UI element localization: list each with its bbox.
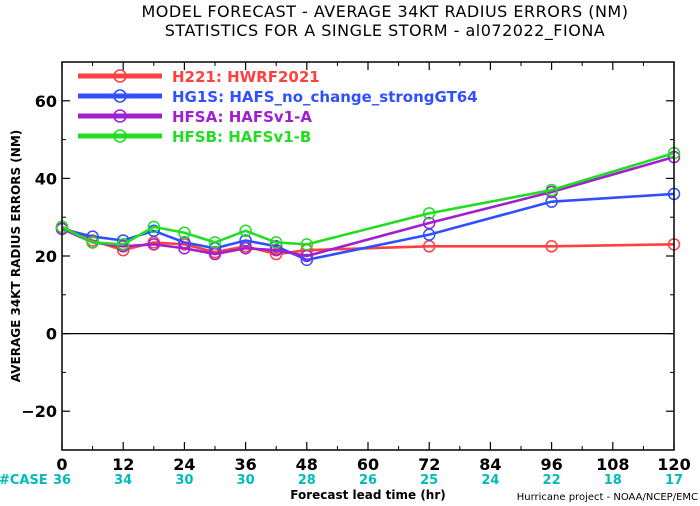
case-count: 28 <box>298 473 316 488</box>
case-label: #CASE <box>0 473 48 488</box>
series-point <box>300 238 314 251</box>
series-point <box>86 236 99 249</box>
legend-entry: HFSB: HAFSv1-B <box>172 128 311 146</box>
y-axis: −20 0 20 40 60 <box>21 92 674 421</box>
case-count: 30 <box>237 473 255 488</box>
series-point <box>239 234 252 247</box>
case-count: 30 <box>175 473 193 488</box>
case-count: 34 <box>114 473 132 488</box>
legend-swatch-marker <box>113 89 127 103</box>
series-point <box>208 236 222 249</box>
legend-swatch-marker <box>113 69 127 83</box>
series-point <box>178 241 191 255</box>
series-point <box>239 224 252 238</box>
x-tick-label: 96 <box>540 455 562 474</box>
case-count-row: 36 34 30 30 28 26 25 24 22 18 17 <box>53 473 683 488</box>
series-point <box>147 220 161 234</box>
case-count: 22 <box>543 473 561 488</box>
series-point <box>545 183 558 197</box>
chart-subtitle: STATISTICS FOR A SINGLE STORM - al072022… <box>165 21 605 41</box>
chart-title: MODEL FORECAST - AVERAGE 34KT RADIUS ERR… <box>142 2 629 21</box>
case-count: 25 <box>420 473 438 488</box>
series-point <box>239 241 252 255</box>
case-count: 17 <box>665 473 683 488</box>
legend: H221: HWRF2021 HG1S: HAFS_no_change_stron… <box>78 68 478 146</box>
series-point <box>422 216 436 230</box>
series-point <box>269 240 283 253</box>
x-tick-label: 120 <box>657 455 690 474</box>
series-point <box>116 238 130 251</box>
x-tick-label: 24 <box>173 455 195 474</box>
x-tick-label: 36 <box>234 455 256 474</box>
series-point <box>269 243 283 257</box>
x-tick-label: 72 <box>418 455 440 474</box>
x-tick-label: 84 <box>479 455 501 474</box>
legend-swatch-marker <box>113 129 127 143</box>
series-point <box>545 240 558 253</box>
case-count: 18 <box>604 473 622 488</box>
y-tick-label: 60 <box>35 92 57 111</box>
series-point <box>300 253 314 267</box>
y-tick-label: −20 <box>21 402 57 421</box>
y-axis-label: AVERAGE 34KT RADIUS ERRORS (NM) <box>9 130 23 382</box>
y-tick-label: 40 <box>35 169 57 188</box>
x-tick-label: 0 <box>56 455 67 474</box>
series-layer <box>55 146 681 267</box>
y-tick-label: 20 <box>35 247 57 266</box>
case-count: 24 <box>481 473 499 488</box>
series-point <box>269 236 283 249</box>
legend-entry: H221: HWRF2021 <box>172 68 320 86</box>
legend-swatch-marker <box>113 109 127 123</box>
series-point <box>422 207 436 220</box>
plot-frame <box>61 61 675 451</box>
x-tick-label: 48 <box>296 455 318 474</box>
credit-text: Hurricane project - NOAA/NCEP/EMC <box>517 492 698 503</box>
case-count: 26 <box>359 473 377 488</box>
series-point <box>178 226 191 239</box>
legend-entry: HFSA: HAFSv1-A <box>172 108 312 126</box>
case-count: 36 <box>53 473 71 488</box>
x-tick-label: 12 <box>112 455 134 474</box>
x-axis: 0 12 24 36 48 60 72 84 96 108 120 <box>56 62 691 474</box>
legend-entry: HG1S: HAFS_no_change_strongGT64 <box>172 88 478 106</box>
y-tick-label: 0 <box>46 325 57 344</box>
series-point <box>147 238 161 251</box>
x-axis-label: Forecast lead time (hr) <box>290 488 446 502</box>
x-tick-label: 60 <box>357 455 379 474</box>
x-tick-label: 108 <box>596 455 629 474</box>
